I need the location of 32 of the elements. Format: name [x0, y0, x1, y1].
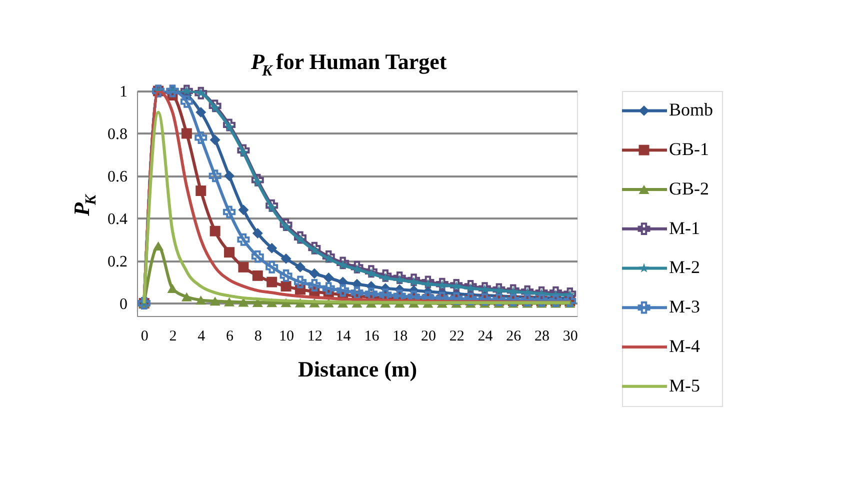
- x-tick-label: 12: [307, 328, 322, 344]
- legend-label: M-3: [669, 296, 700, 317]
- y-tick-label: 0: [120, 296, 128, 313]
- x-tick-label: 14: [336, 328, 352, 344]
- y-tick-label: 0.8: [108, 126, 128, 143]
- legend-label: M-1: [669, 218, 700, 238]
- x-tick-label: 16: [364, 328, 380, 344]
- y-axis-title: PK: [69, 193, 100, 218]
- y-tick-label: 1: [120, 84, 128, 100]
- x-tick-label: 0: [140, 328, 148, 344]
- x-tick-label: 24: [478, 328, 494, 344]
- x-tick-label: 8: [254, 328, 262, 344]
- x-tick-label: 10: [279, 328, 294, 344]
- y-tick-label: 0.4: [108, 210, 128, 228]
- x-tick-label: 30: [562, 328, 578, 344]
- legend-label: M-4: [669, 336, 700, 356]
- x-axis-title: Distance (m): [298, 356, 418, 382]
- legend-label: GB-1: [669, 139, 709, 160]
- x-tick-label: 26: [506, 328, 522, 344]
- legend-label: M-5: [669, 375, 700, 396]
- x-tick-label: 2: [169, 328, 177, 344]
- legend-label: Bomb: [669, 100, 714, 120]
- x-tick-label: 22: [449, 328, 464, 344]
- y-tick-label: 0.6: [108, 168, 128, 186]
- y-tick-label: 0.2: [108, 253, 128, 270]
- legend-label: M-2: [669, 257, 700, 278]
- x-tick-label: 18: [392, 328, 408, 344]
- x-tick-label: 20: [420, 328, 436, 344]
- x-tick-label: 28: [534, 328, 550, 344]
- legend-label: GB-2: [669, 178, 709, 198]
- x-tick-label: 4: [198, 328, 206, 344]
- x-tick-label: 6: [226, 328, 234, 344]
